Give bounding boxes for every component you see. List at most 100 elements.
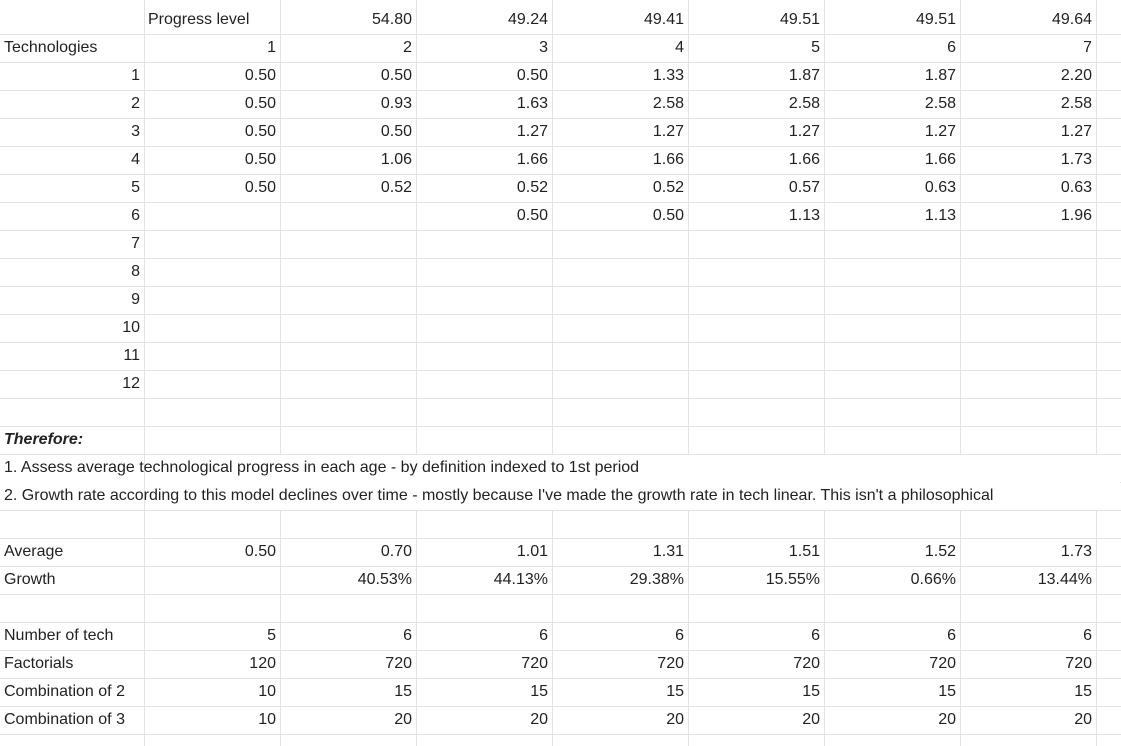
tech-index[interactable]: 11 — [123, 347, 140, 364]
combo-value[interactable]: 20 — [666, 711, 684, 728]
tech-value[interactable] — [280, 202, 416, 230]
tech-value[interactable] — [280, 342, 416, 370]
combo-label[interactable]: Combination of 3 — [4, 711, 125, 728]
tech-index[interactable]: 3 — [131, 123, 140, 140]
tech-value[interactable] — [416, 342, 552, 370]
tech-value[interactable]: 0.50 — [516, 207, 548, 224]
tech-value[interactable]: 0.50 — [244, 95, 276, 112]
tech-index[interactable]: 8 — [131, 263, 140, 280]
combo-value[interactable]: 720 — [657, 655, 684, 672]
tech-value[interactable] — [688, 230, 824, 258]
tech-value[interactable]: 0.57 — [788, 179, 820, 196]
progress-level-label[interactable]: Progress level — [148, 11, 250, 28]
tech-value[interactable] — [280, 370, 416, 398]
tech-value[interactable]: 0.50 — [380, 67, 412, 84]
tech-value[interactable] — [552, 342, 688, 370]
tech-value[interactable] — [144, 258, 280, 286]
tech-value[interactable]: 2.20 — [1060, 67, 1092, 84]
tech-value[interactable] — [688, 342, 824, 370]
combo-value[interactable]: 120 — [249, 655, 276, 672]
tech-value[interactable]: 0.52 — [652, 179, 684, 196]
summary-value[interactable]: 1.01 — [516, 543, 548, 560]
tech-value[interactable] — [552, 286, 688, 314]
tech-value[interactable]: 1.13 — [788, 207, 820, 224]
combo-value[interactable]: 15 — [1074, 683, 1092, 700]
combo-value[interactable]: 720 — [793, 655, 820, 672]
progress-level-value[interactable]: 49.51 — [915, 11, 956, 28]
tech-value[interactable] — [552, 314, 688, 342]
combo-value[interactable]: 5 — [267, 627, 276, 644]
tech-value[interactable]: 1.13 — [924, 207, 956, 224]
tech-value[interactable] — [280, 230, 416, 258]
combo-value[interactable]: 6 — [811, 627, 820, 644]
tech-value[interactable]: 0.50 — [244, 67, 276, 84]
tech-value[interactable] — [416, 258, 552, 286]
tech-value[interactable] — [688, 314, 824, 342]
combo-value[interactable]: 720 — [521, 655, 548, 672]
level-header[interactable]: 3 — [539, 39, 548, 56]
combo-value[interactable]: 10 — [258, 711, 276, 728]
tech-value[interactable]: 0.52 — [516, 179, 548, 196]
summary-label[interactable]: Growth — [4, 571, 56, 588]
tech-value[interactable]: 2.58 — [788, 95, 820, 112]
tech-value[interactable] — [824, 230, 960, 258]
combo-value[interactable]: 720 — [929, 655, 956, 672]
level-header[interactable]: 2 — [403, 39, 412, 56]
note-line-2[interactable]: 2. Growth rate according to this model d… — [4, 487, 994, 504]
combo-label[interactable]: Number of tech — [4, 627, 114, 644]
summary-value[interactable] — [144, 566, 280, 594]
combo-value[interactable]: 20 — [1074, 711, 1092, 728]
combo-value[interactable]: 6 — [947, 627, 956, 644]
tech-value[interactable] — [824, 342, 960, 370]
tech-value[interactable] — [688, 370, 824, 398]
tech-index[interactable]: 5 — [131, 179, 140, 196]
summary-value[interactable]: 15.55% — [765, 571, 820, 588]
progress-level-value[interactable]: 49.64 — [1051, 11, 1092, 28]
tech-value[interactable]: 1.73 — [1060, 151, 1092, 168]
tech-index[interactable]: 12 — [122, 375, 140, 392]
tech-value[interactable] — [280, 258, 416, 286]
tech-value[interactable]: 0.50 — [652, 207, 684, 224]
tech-value[interactable] — [960, 370, 1096, 398]
summary-value[interactable]: 1.51 — [788, 543, 820, 560]
tech-index[interactable]: 4 — [131, 151, 140, 168]
tech-value[interactable] — [960, 342, 1096, 370]
summary-value[interactable]: 1.52 — [924, 543, 956, 560]
tech-value[interactable] — [824, 314, 960, 342]
combo-value[interactable]: 20 — [938, 711, 956, 728]
tech-value[interactable]: 1.27 — [652, 123, 684, 140]
tech-value[interactable]: 0.50 — [516, 67, 548, 84]
level-header[interactable]: 5 — [811, 39, 820, 56]
tech-value[interactable]: 1.66 — [924, 151, 956, 168]
level-header[interactable]: 7 — [1083, 39, 1092, 56]
combo-value[interactable]: 20 — [394, 711, 412, 728]
tech-value[interactable]: 1.66 — [788, 151, 820, 168]
summary-value[interactable]: 1.31 — [652, 543, 684, 560]
tech-value[interactable] — [824, 370, 960, 398]
combo-value[interactable]: 720 — [385, 655, 412, 672]
combo-value[interactable]: 6 — [539, 627, 548, 644]
tech-value[interactable] — [280, 286, 416, 314]
tech-value[interactable]: 1.33 — [652, 67, 684, 84]
tech-value[interactable] — [960, 286, 1096, 314]
tech-value[interactable]: 0.52 — [380, 179, 412, 196]
tech-value[interactable] — [144, 230, 280, 258]
summary-value[interactable]: 0.66% — [910, 571, 956, 588]
summary-label[interactable]: Average — [4, 543, 64, 560]
tech-value[interactable]: 0.50 — [244, 123, 276, 140]
tech-value[interactable]: 1.87 — [924, 67, 956, 84]
tech-value[interactable] — [144, 342, 280, 370]
combo-value[interactable]: 6 — [1083, 627, 1092, 644]
progress-level-value[interactable]: 54.80 — [371, 11, 412, 28]
tech-value[interactable]: 1.87 — [788, 67, 820, 84]
tech-value[interactable] — [552, 258, 688, 286]
tech-value[interactable]: 1.27 — [516, 123, 548, 140]
tech-value[interactable]: 1.27 — [924, 123, 956, 140]
tech-index[interactable]: 6 — [131, 207, 140, 224]
tech-value[interactable] — [144, 314, 280, 342]
summary-value[interactable]: 40.53% — [357, 571, 412, 588]
combo-value[interactable]: 15 — [802, 683, 820, 700]
combo-label[interactable]: Combination of 2 — [4, 683, 125, 700]
summary-value[interactable]: 0.50 — [244, 543, 276, 560]
